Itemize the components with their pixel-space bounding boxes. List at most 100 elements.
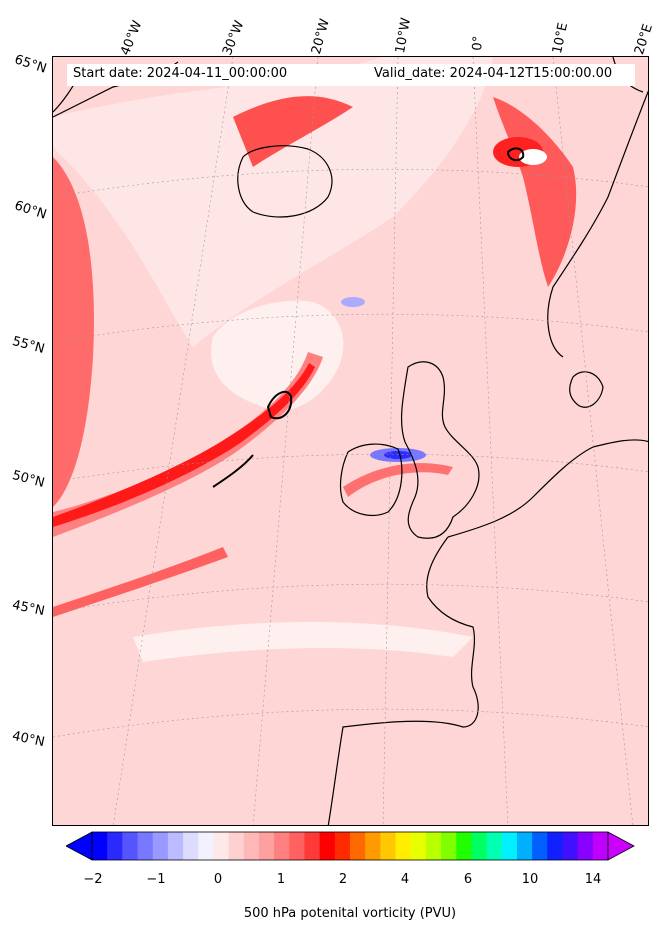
- lon-label-40w: 40°W: [118, 18, 146, 58]
- colorbar-tick: 1: [276, 872, 286, 887]
- colorbar-cell: [577, 832, 594, 860]
- colorbar-cell: [334, 832, 351, 860]
- graticule-lat-60: [53, 168, 648, 198]
- colorbar-cell: [107, 832, 123, 860]
- colorbar-outline: [91, 831, 609, 861]
- colorbar-cell: [137, 832, 154, 860]
- pv-contours: [53, 57, 577, 662]
- coast-iceland: [237, 145, 333, 218]
- pv-pale-south: [133, 622, 473, 662]
- graticule-lat-50: [53, 453, 648, 483]
- pv-2-contours: [212, 147, 525, 488]
- colorbar-cell: [486, 832, 503, 860]
- coast-denmark: [569, 371, 604, 408]
- colorbar-cell: [410, 832, 427, 860]
- colorbar-cell: [471, 832, 488, 860]
- lon-label-20w: 20°W: [309, 17, 333, 56]
- lat-label-65n: 65°N: [12, 52, 49, 77]
- colorbar-cell: [198, 832, 215, 860]
- pv-2-contour-north-sea: [506, 147, 525, 162]
- coast-europe-west: [327, 439, 648, 825]
- colorbar-cell: [213, 832, 230, 860]
- colorbar-cell: [350, 832, 366, 860]
- colorbar-cell: [152, 832, 169, 860]
- pv-norway-streak: [493, 97, 577, 287]
- lon-label-0: 0°: [470, 35, 487, 52]
- lon-label-30w: 30°W: [220, 18, 248, 58]
- colorbar-cell: [243, 832, 260, 860]
- colorbar-tick: 14: [584, 872, 602, 887]
- colorbar-tick: −2: [83, 872, 103, 887]
- colorbar-right-extension: [607, 831, 635, 861]
- colorbar-tick: 2: [338, 872, 348, 887]
- colorbar-cell: [441, 832, 457, 860]
- colorbar-cell: [456, 832, 473, 860]
- coast-britain: [400, 361, 480, 539]
- pv-band-pale-north: [53, 57, 493, 347]
- colorbar-cell: [167, 832, 184, 860]
- lat-label-40n: 40°N: [10, 728, 46, 751]
- graticule: [53, 57, 648, 825]
- pv-field-map: [53, 57, 648, 825]
- pv-jet-core: [53, 363, 315, 527]
- colorbar-cell: [425, 832, 442, 860]
- start-date-label: Start date: 2024-04-11_00:00:00: [73, 66, 288, 81]
- pv-band-white-swirl: [211, 300, 344, 411]
- colorbar-tick: 0: [213, 872, 223, 887]
- pv-north-sea-white: [519, 149, 547, 165]
- lat-label-45n: 45°N: [10, 597, 46, 620]
- colorbar-cell: [274, 832, 290, 860]
- graticule-lat-45: [53, 583, 648, 613]
- colorbar-cell: [532, 832, 548, 860]
- lat-label-50n: 50°N: [10, 468, 47, 491]
- colorbar-cell: [319, 832, 336, 860]
- colorbar-cell: [395, 832, 412, 860]
- title-background: [67, 64, 635, 86]
- colorbar-cell: [304, 832, 321, 860]
- lat-label-55n: 55°N: [10, 334, 47, 357]
- colorbar-tick: 4: [400, 872, 410, 887]
- colorbar-cell: [562, 832, 579, 860]
- pv-west-margin: [53, 157, 94, 507]
- graticule-lon-10e: [552, 57, 634, 825]
- lon-label-20e: 20°E: [632, 22, 656, 57]
- pv-negative-small: [341, 297, 365, 307]
- colorbar-cell: [122, 832, 139, 860]
- graticule-lat-40: [53, 708, 648, 738]
- colorbar-cell: [365, 832, 381, 860]
- graticule-lon-0: [472, 57, 509, 825]
- colorbar: [66, 831, 635, 861]
- pv-2-contour-loop: [266, 390, 293, 420]
- pv-jet-outer: [53, 352, 323, 537]
- coast-ireland: [339, 443, 403, 516]
- colorbar-tick: 10: [521, 872, 539, 887]
- colorbar-cell: [380, 832, 397, 860]
- pv-2-contour-line: [212, 454, 254, 488]
- pv-jet-secondary: [53, 547, 228, 617]
- colorbar-tick: 6: [463, 872, 473, 887]
- colorbar-cell: [501, 832, 518, 860]
- colorbar-cell: [258, 832, 275, 860]
- graticule-lon-10w: [382, 57, 399, 825]
- colorbar-cell: [92, 832, 108, 860]
- graticule-lat-55: [53, 313, 648, 343]
- graticule-lon-20w: [252, 57, 319, 825]
- colorbar-cell: [289, 832, 306, 860]
- colorbar-cell: [592, 832, 609, 860]
- lon-label-10e: 10°E: [550, 21, 572, 56]
- colorbar-tick: −1: [146, 872, 166, 887]
- valid-date-label: Valid_date: 2024-04-12T15:00:00.00: [374, 66, 613, 81]
- pv-negative-core: [384, 451, 412, 459]
- lon-label-10w: 10°W: [393, 16, 415, 55]
- colorbar-cell: [516, 832, 533, 860]
- map-panel: [52, 56, 649, 826]
- colorbar-cell: [183, 832, 199, 860]
- colorbar-cell: [228, 832, 245, 860]
- colorbar-cell: [547, 832, 564, 860]
- lat-label-60n: 60°N: [12, 198, 49, 223]
- colorbar-cells: [92, 832, 609, 860]
- pv-ireland-streak: [343, 463, 453, 497]
- pv-north-streak: [233, 96, 353, 167]
- colorbar-label: 500 hPa potenital vorticity (PVU): [243, 906, 457, 921]
- colorbar-left-extension: [66, 831, 93, 861]
